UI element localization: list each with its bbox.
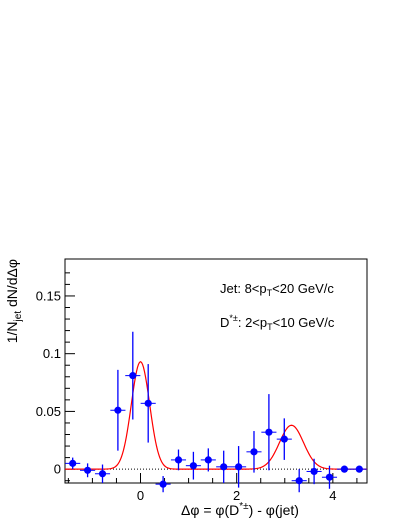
marker (310, 467, 318, 476)
data-point (291, 469, 307, 493)
marker (174, 456, 183, 464)
data-point (140, 364, 156, 443)
x-axis-ticks: 0 2 4 (67, 473, 358, 503)
marker (280, 435, 288, 443)
fit-curve (65, 361, 367, 470)
marker (250, 448, 258, 456)
y-tick-label: 0.05 (36, 404, 61, 419)
data-point (306, 458, 322, 485)
x-tick-label: 0 (137, 488, 144, 503)
y-tick-label: 0 (54, 462, 61, 477)
data-point (216, 450, 232, 483)
marker (235, 463, 243, 471)
marker (189, 462, 197, 470)
data-point (80, 463, 96, 478)
data-point (110, 369, 126, 451)
data-point (200, 448, 216, 472)
marker (69, 459, 77, 467)
y-axis-label: 1/Njet dN/dΔφ (4, 259, 24, 343)
annotation-jet: Jet: 8<pT<20 GeV/c (220, 281, 334, 298)
data-point (261, 394, 277, 471)
marker (204, 456, 212, 464)
marker (220, 463, 228, 471)
y-axis-ticks: 0 0.05 0.1 0.15 (36, 272, 75, 482)
x-tick-label: 2 (233, 488, 240, 503)
marker (84, 466, 92, 474)
data-point (65, 457, 81, 470)
marker (340, 465, 348, 473)
data-points (65, 331, 367, 493)
plot-area (64, 258, 368, 484)
marker (129, 372, 137, 380)
data-point (231, 446, 247, 488)
annotations: Jet: 8<pT<20 GeV/c D*±: 2<pT<10 GeV/c (220, 281, 335, 332)
marker (114, 406, 122, 414)
marker (144, 399, 152, 407)
marker (98, 470, 107, 478)
data-point (246, 431, 262, 473)
annotation-dstar: D*±: 2<pT<10 GeV/c (220, 313, 335, 332)
data-point (125, 331, 141, 420)
y-tick-label: 0.1 (43, 346, 61, 361)
marker (265, 428, 273, 436)
marker (295, 477, 303, 485)
data-point (94, 464, 111, 483)
y-tick-label: 0.15 (36, 288, 61, 303)
data-point (155, 476, 171, 493)
data-point (276, 418, 292, 460)
data-point (185, 451, 201, 480)
data-point (336, 465, 352, 473)
plot-frame (64, 258, 368, 484)
marker (159, 480, 167, 488)
marker (325, 473, 334, 481)
data-point (351, 465, 367, 473)
marker (355, 465, 363, 473)
data-point (170, 449, 187, 471)
x-tick-label: 4 (329, 488, 336, 503)
data-point (321, 465, 338, 489)
x-axis-label: Δφ = φ(D*±) - φ(jet) (181, 501, 299, 518)
